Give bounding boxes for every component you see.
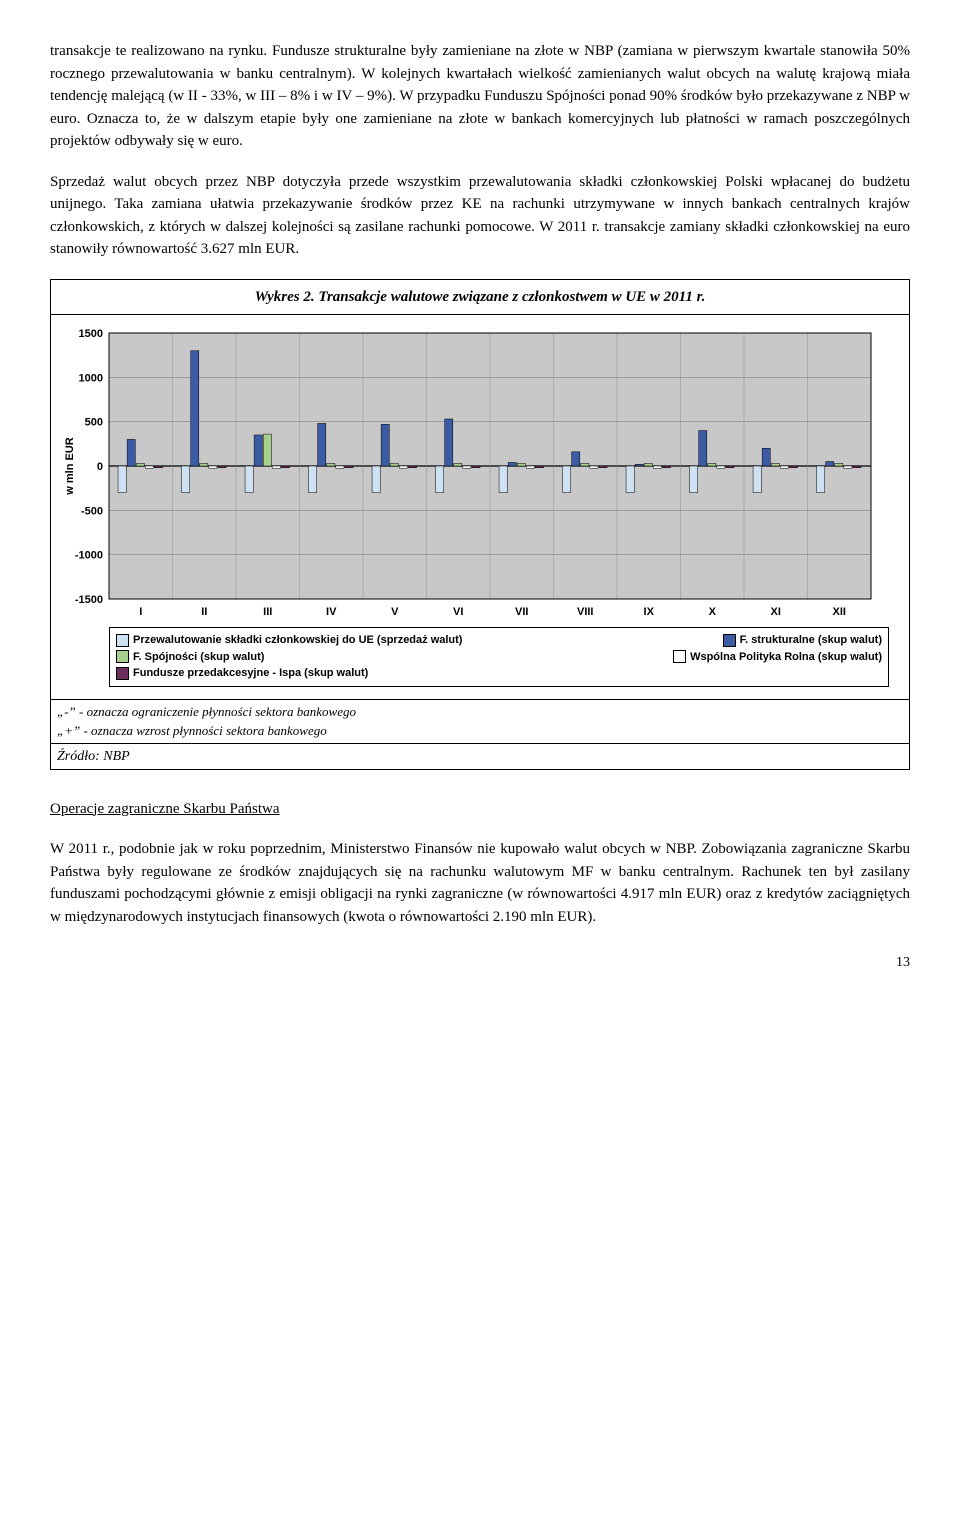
legend-swatch	[116, 650, 129, 663]
svg-text:VI: VI	[453, 606, 463, 618]
legend-row: F. Spójności (skup walut) Wspólna Polityk…	[116, 649, 882, 666]
chart-title: Wykres 2. Transakcje walutowe związane z…	[51, 280, 909, 316]
svg-text:-500: -500	[81, 505, 103, 517]
svg-text:X: X	[709, 606, 717, 618]
paragraph: transakcje te realizowano na rynku. Fund…	[50, 40, 910, 153]
legend-row: Fundusze przedakcesyjne - Ispa (skup wal…	[116, 665, 882, 682]
legend-swatch	[723, 634, 736, 647]
chart-area: -1500-1000-500050010001500w mln EURIIIII…	[51, 315, 909, 699]
chart-footnotes: „-” - oznacza ograniczenie płynności sek…	[50, 700, 910, 744]
svg-text:XI: XI	[771, 606, 781, 618]
svg-text:1000: 1000	[79, 372, 103, 384]
legend-item: Wspólna Polityka Rolna (skup walut)	[673, 649, 882, 666]
bar-chart: -1500-1000-500050010001500w mln EURIIIII…	[61, 323, 881, 623]
legend-label: Wspólna Polityka Rolna (skup walut)	[690, 649, 882, 666]
svg-text:VII: VII	[515, 606, 528, 618]
paragraph: W 2011 r., podobnie jak w roku poprzedni…	[50, 838, 910, 928]
svg-text:w mln EUR: w mln EUR	[64, 437, 76, 496]
legend-swatch	[116, 667, 129, 680]
svg-text:VIII: VIII	[577, 606, 594, 618]
legend-swatch	[673, 650, 686, 663]
svg-text:V: V	[391, 606, 399, 618]
svg-text:II: II	[201, 606, 207, 618]
legend-row: Przewalutowanie składki członkowskiej do…	[116, 632, 882, 649]
section-heading: Operacje zagraniczne Skarbu Państwa	[50, 798, 910, 821]
legend-label: F. Spójności (skup walut)	[133, 649, 264, 666]
chart-source: Źródło: NBP	[50, 744, 910, 770]
svg-text:1500: 1500	[79, 328, 103, 340]
svg-text:I: I	[139, 606, 142, 618]
footnote-line: „+” - oznacza wzrost płynności sektora b…	[57, 721, 903, 741]
chart-box: Wykres 2. Transakcje walutowe związane z…	[50, 279, 910, 700]
svg-text:IV: IV	[326, 606, 337, 618]
paragraph: Sprzedaż walut obcych przez NBP dotyczył…	[50, 171, 910, 261]
svg-text:0: 0	[97, 461, 103, 473]
legend-item: Przewalutowanie składki członkowskiej do…	[116, 632, 462, 649]
svg-text:XII: XII	[833, 606, 846, 618]
legend-item: F. strukturalne (skup walut)	[723, 632, 882, 649]
svg-text:III: III	[263, 606, 272, 618]
legend-item: Fundusze przedakcesyjne - Ispa (skup wal…	[116, 665, 368, 682]
legend-item: F. Spójności (skup walut)	[116, 649, 264, 666]
svg-text:IX: IX	[644, 606, 655, 618]
svg-text:-1000: -1000	[75, 550, 103, 562]
legend-label: F. strukturalne (skup walut)	[740, 632, 882, 649]
page-number: 13	[50, 952, 910, 973]
legend-label: Fundusze przedakcesyjne - Ispa (skup wal…	[133, 665, 368, 682]
svg-text:-1500: -1500	[75, 594, 103, 606]
legend-label: Przewalutowanie składki członkowskiej do…	[133, 632, 462, 649]
chart-legend: Przewalutowanie składki członkowskiej do…	[109, 627, 889, 687]
footnote-line: „-” - oznacza ograniczenie płynności sek…	[57, 702, 903, 722]
svg-text:500: 500	[85, 417, 103, 429]
legend-swatch	[116, 634, 129, 647]
